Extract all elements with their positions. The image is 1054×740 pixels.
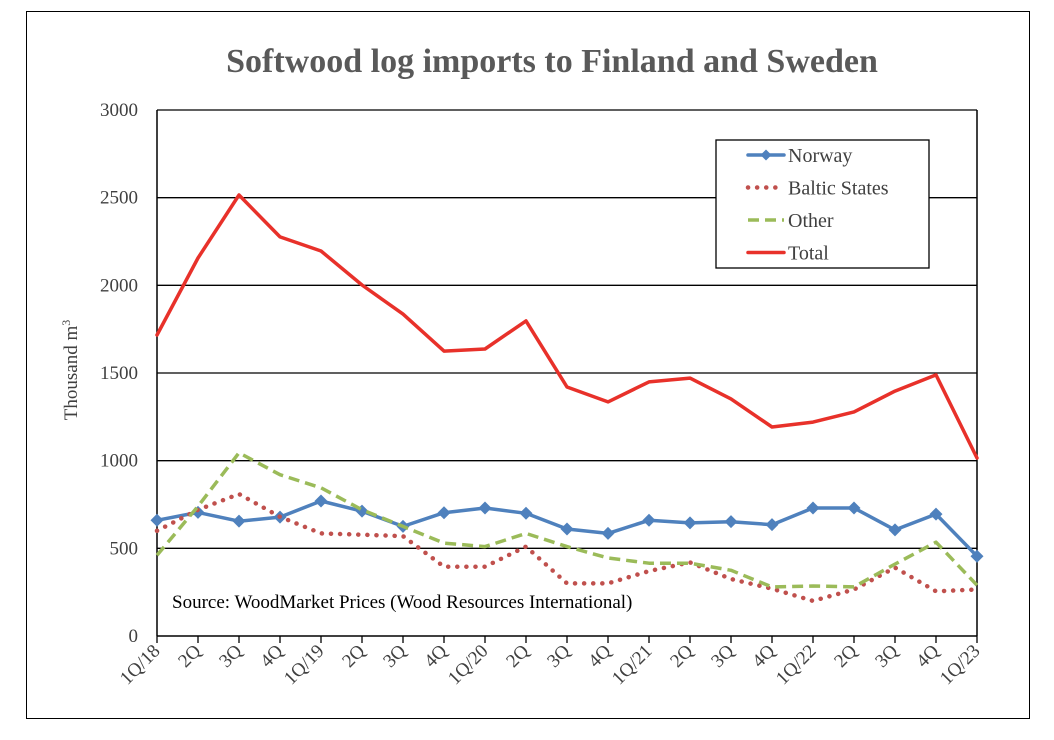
y-tick-label: 0: [129, 626, 139, 647]
data-point-marker: [970, 549, 984, 563]
data-point-marker: [888, 523, 902, 537]
series-line-total: [155, 193, 979, 460]
y-tick-label: 3000: [100, 100, 138, 121]
data-point-marker: [847, 501, 861, 515]
data-point-marker: [437, 506, 451, 520]
x-tick-label: 1Q/18: [116, 641, 164, 689]
legend-marker: [760, 149, 772, 161]
data-point-marker: [765, 518, 779, 532]
data-point-marker: [560, 522, 574, 536]
x-tick-label: 4Q: [584, 640, 615, 671]
x-tick-label: 1Q/20: [444, 641, 492, 689]
y-axis-label: Thousand m3: [59, 320, 82, 420]
series-lines: [150, 193, 984, 604]
data-point-marker: [929, 507, 943, 521]
data-point-marker: [806, 501, 820, 515]
x-tick-label: 4Q: [912, 640, 943, 671]
y-tick-label: 1000: [100, 451, 138, 472]
x-tick-label: 2Q: [666, 640, 697, 671]
x-tick-label: 1Q/21: [608, 641, 656, 689]
legend: Norway Baltic States Other Total: [715, 139, 930, 269]
y-tick-label: 2500: [100, 188, 138, 209]
x-tick-label: 2Q: [502, 640, 533, 671]
x-tick-label: 3Q: [215, 640, 246, 671]
x-tick-label: 2Q: [174, 640, 205, 671]
legend-label: Total: [788, 243, 829, 265]
data-point-marker: [683, 516, 697, 530]
data-point-marker: [232, 514, 246, 528]
series-line-other: [155, 451, 979, 589]
legend-label: Other: [788, 210, 834, 232]
x-tick-label: 3Q: [707, 640, 738, 671]
legend-box: [715, 139, 930, 269]
x-tick-label: 3Q: [543, 640, 574, 671]
x-tick-label: 4Q: [256, 640, 287, 671]
x-tick-label: 3Q: [379, 640, 410, 671]
x-tick-label: 1Q/19: [280, 641, 328, 689]
x-tick-label: 2Q: [830, 640, 861, 671]
data-point-marker: [601, 526, 615, 540]
data-point-marker: [150, 513, 164, 527]
data-point-marker: [314, 494, 328, 508]
chart-frame: [26, 11, 1030, 719]
y-tick-labels: 0 500 1000 1500 2000 2500 3000: [100, 100, 138, 647]
y-tick-label: 1500: [100, 363, 138, 384]
y-tick-label: 500: [110, 538, 139, 559]
y-tick-label: 2000: [100, 275, 138, 296]
source-annotation: Source: WoodMarket Prices (Wood Resource…: [172, 592, 632, 613]
x-tick-label: 1Q/23: [936, 641, 984, 689]
y-axis-label-text: Thousand m: [61, 326, 82, 421]
axes: [156, 110, 978, 643]
data-point-marker: [478, 501, 492, 515]
y-axis-label-superscript: 3: [59, 320, 73, 326]
x-tick-label: 4Q: [748, 640, 779, 671]
legend-label: Norway: [788, 145, 852, 167]
x-tick-label: 3Q: [871, 640, 902, 671]
x-tick-label: 2Q: [338, 640, 369, 671]
series-line-baltic-states: [154, 491, 980, 604]
x-tick-label: 1Q/22: [772, 641, 820, 689]
chart-title: Softwood log imports to Finland and Swed…: [226, 43, 878, 80]
data-point-marker: [724, 515, 738, 529]
data-point-marker: [519, 506, 533, 520]
data-point-marker: [642, 513, 656, 527]
legend-label: Baltic States: [788, 178, 889, 200]
x-tick-label: 4Q: [420, 640, 451, 671]
